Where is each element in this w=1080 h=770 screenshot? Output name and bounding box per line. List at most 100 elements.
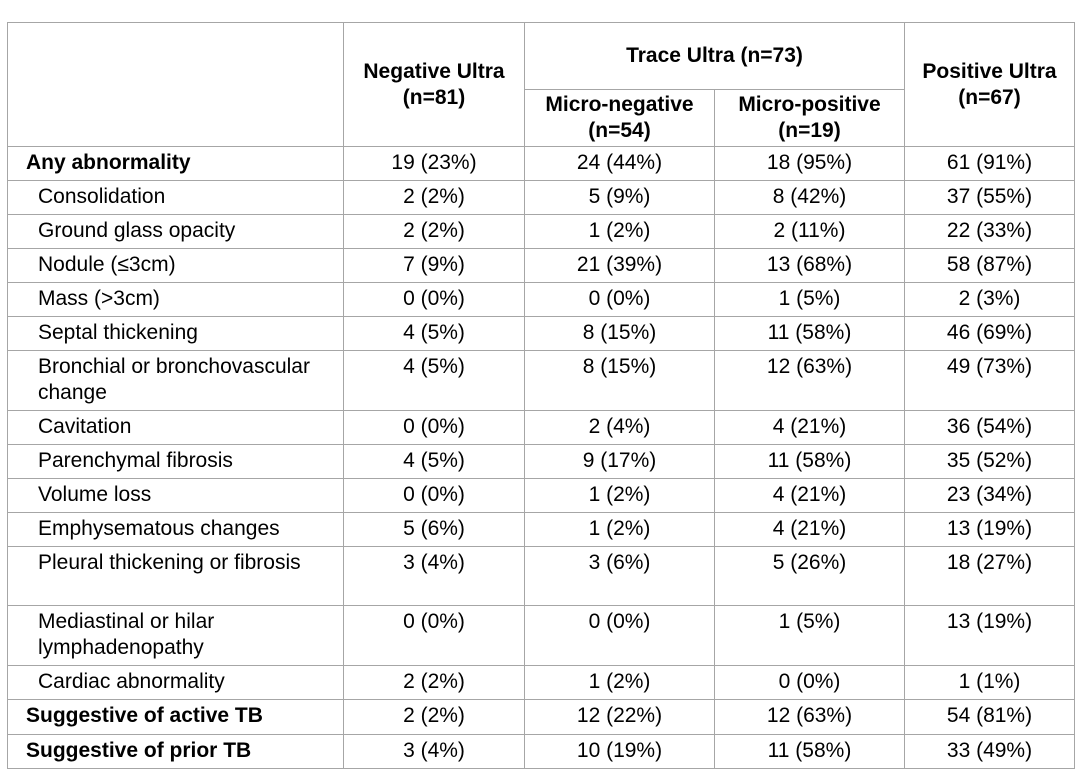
cell-value: 1 (1%) bbox=[904, 665, 1075, 701]
row-label-text: Nodule (≤3cm) bbox=[38, 253, 176, 277]
cell-value: 2 (2%) bbox=[343, 699, 525, 735]
cell-value: 8 (15%) bbox=[524, 350, 715, 412]
cell-value: 8 (15%) bbox=[524, 316, 715, 352]
row-label-text: Suggestive of prior TB bbox=[26, 738, 252, 762]
row-label-text: Mass (>3cm) bbox=[38, 287, 160, 311]
cell-value: 11 (58%) bbox=[714, 733, 905, 769]
cell-value: 24 (44%) bbox=[524, 145, 715, 182]
row-label: Cardiac abnormality bbox=[7, 665, 344, 701]
cell-value: 0 (0%) bbox=[524, 282, 715, 318]
row-label-text: Cavitation bbox=[38, 415, 132, 439]
row-label: Septal thickening bbox=[7, 316, 344, 352]
cell-value: 0 (0%) bbox=[343, 478, 525, 514]
row-label-text: Mediastinal or hilar lymphadenopathy bbox=[38, 610, 215, 660]
cell-value: 4 (21%) bbox=[714, 512, 905, 548]
cell-value: 4 (21%) bbox=[714, 410, 905, 446]
row-label-text: Parenchymal fibrosis bbox=[38, 449, 233, 473]
table-row: Cardiac abnormality 2 (2%) 1 (2%) 0 (0%) 1 (… bbox=[7, 665, 1075, 701]
cell-value: 22 (33%) bbox=[904, 214, 1075, 250]
cell-value: 10 (19%) bbox=[524, 733, 715, 769]
cell-value: 1 (5%) bbox=[714, 605, 905, 667]
row-label: Parenchymal fibrosis bbox=[7, 444, 344, 480]
row-label: Suggestive of prior TB bbox=[7, 733, 344, 769]
column-header-micro-negative: Micro-negative (n=54) bbox=[524, 89, 715, 147]
row-label: Mediastinal or hilar lymphadenopathy bbox=[7, 605, 344, 667]
row-label: Mass (>3cm) bbox=[7, 282, 344, 318]
cell-value: 58 (87%) bbox=[904, 248, 1075, 284]
row-label-text: Bronchial or bronchovascular change bbox=[38, 355, 310, 405]
table-header: Negative Ultra (n=81) Trace Ultra (n=73)… bbox=[7, 22, 1075, 147]
cell-value: 19 (23%) bbox=[343, 145, 525, 182]
cell-value: 37 (55%) bbox=[904, 180, 1075, 216]
row-label: Nodule (≤3cm) bbox=[7, 248, 344, 284]
cell-value: 2 (2%) bbox=[343, 665, 525, 701]
cell-value: 0 (0%) bbox=[524, 605, 715, 667]
cell-value: 21 (39%) bbox=[524, 248, 715, 284]
row-label-text: Emphysematous changes bbox=[38, 517, 280, 541]
cell-value: 12 (22%) bbox=[524, 699, 715, 735]
column-header-negative-ultra: Negative Ultra (n=81) bbox=[343, 22, 525, 147]
table-row: Volume loss 0 (0%) 1 (2%) 4 (21%) 23 (34%) bbox=[7, 478, 1075, 514]
header-row-sub: Micro-negative (n=54) Micro-positive (n=… bbox=[8, 89, 1075, 147]
cell-value: 3 (6%) bbox=[524, 546, 715, 607]
cell-value: 0 (0%) bbox=[343, 605, 525, 667]
column-header-trace-ultra: Trace Ultra (n=73) bbox=[524, 22, 905, 90]
cell-value: 5 (9%) bbox=[524, 180, 715, 216]
cell-value: 1 (5%) bbox=[714, 282, 905, 318]
cell-value: 1 (2%) bbox=[524, 214, 715, 250]
table-row: Consolidation 2 (2%) 5 (9%) 8 (42%) 37 (55%) bbox=[7, 180, 1075, 216]
cell-value: 36 (54%) bbox=[904, 410, 1075, 446]
row-label-text: Pleural thickening or fibrosis bbox=[38, 551, 301, 575]
cell-value: 2 (2%) bbox=[343, 214, 525, 250]
cell-value: 61 (91%) bbox=[904, 145, 1075, 182]
cell-value: 3 (4%) bbox=[343, 546, 525, 607]
cell-value: 4 (5%) bbox=[343, 316, 525, 352]
row-label: Bronchial or bronchovascular change bbox=[7, 350, 344, 412]
cell-value: 13 (68%) bbox=[714, 248, 905, 284]
cell-value: 13 (19%) bbox=[904, 605, 1075, 667]
ct-findings-table: Negative Ultra (n=81) Trace Ultra (n=73)… bbox=[7, 22, 1075, 769]
column-header-micro-positive: Micro-positive (n=19) bbox=[714, 89, 905, 147]
table-row: Suggestive of active TB 2 (2%) 12 (22%) 12 … bbox=[7, 699, 1075, 735]
cell-value: 12 (63%) bbox=[714, 699, 905, 735]
cell-value: 33 (49%) bbox=[904, 733, 1075, 769]
cell-value: 11 (58%) bbox=[714, 316, 905, 352]
row-label-text: Volume loss bbox=[38, 483, 152, 507]
cell-value: 4 (5%) bbox=[343, 444, 525, 480]
cell-value: 54 (81%) bbox=[904, 699, 1075, 735]
cell-value: 1 (2%) bbox=[524, 512, 715, 548]
table-row: Nodule (≤3cm) 7 (9%) 21 (39%) 13 (68%) 58 (8… bbox=[7, 248, 1075, 284]
cell-value: 7 (9%) bbox=[343, 248, 525, 284]
row-label-text: Suggestive of active TB bbox=[26, 704, 263, 728]
cell-value: 5 (26%) bbox=[714, 546, 905, 607]
table-row: Mass (>3cm) 0 (0%) 0 (0%) 1 (5%) 2 (3%) bbox=[7, 282, 1075, 318]
cell-value: 5 (6%) bbox=[343, 512, 525, 548]
row-label-text: Consolidation bbox=[38, 185, 166, 209]
cell-value: 9 (17%) bbox=[524, 444, 715, 480]
cell-value: 3 (4%) bbox=[343, 733, 525, 769]
cell-value: 46 (69%) bbox=[904, 316, 1075, 352]
row-label: Suggestive of active TB bbox=[7, 699, 344, 735]
cell-value: 2 (4%) bbox=[524, 410, 715, 446]
corner-cell bbox=[7, 22, 344, 147]
row-label: Any abnormality bbox=[7, 145, 344, 182]
table-row: Mediastinal or hilar lymphadenopathy 0 (0… bbox=[7, 605, 1075, 667]
cell-value: 12 (63%) bbox=[714, 350, 905, 412]
table-row: Parenchymal fibrosis 4 (5%) 9 (17%) 11 (58%… bbox=[7, 444, 1075, 480]
cell-value: 13 (19%) bbox=[904, 512, 1075, 548]
cell-value: 4 (5%) bbox=[343, 350, 525, 412]
table-row: Bronchial or bronchovascular change 4 (5%… bbox=[7, 350, 1075, 412]
table-row: Suggestive of prior TB 3 (4%) 10 (19%) 11 (… bbox=[7, 733, 1075, 769]
table-body: Any abnormality 19 (23%) 24 (44%) 18 (95%) 6… bbox=[7, 145, 1075, 769]
cell-value: 35 (52%) bbox=[904, 444, 1075, 480]
row-label-text: Any abnormality bbox=[26, 151, 191, 174]
row-label: Emphysematous changes bbox=[7, 512, 344, 548]
cell-value: 8 (42%) bbox=[714, 180, 905, 216]
table-row: Any abnormality 19 (23%) 24 (44%) 18 (95%) 6… bbox=[7, 145, 1075, 182]
cell-value: 4 (21%) bbox=[714, 478, 905, 514]
cell-value: 2 (3%) bbox=[904, 282, 1075, 318]
cell-value: 0 (0%) bbox=[343, 282, 525, 318]
table-row: Pleural thickening or fibrosis 3 (4%) 3 (6… bbox=[7, 546, 1075, 607]
cell-value: 2 (11%) bbox=[714, 214, 905, 250]
